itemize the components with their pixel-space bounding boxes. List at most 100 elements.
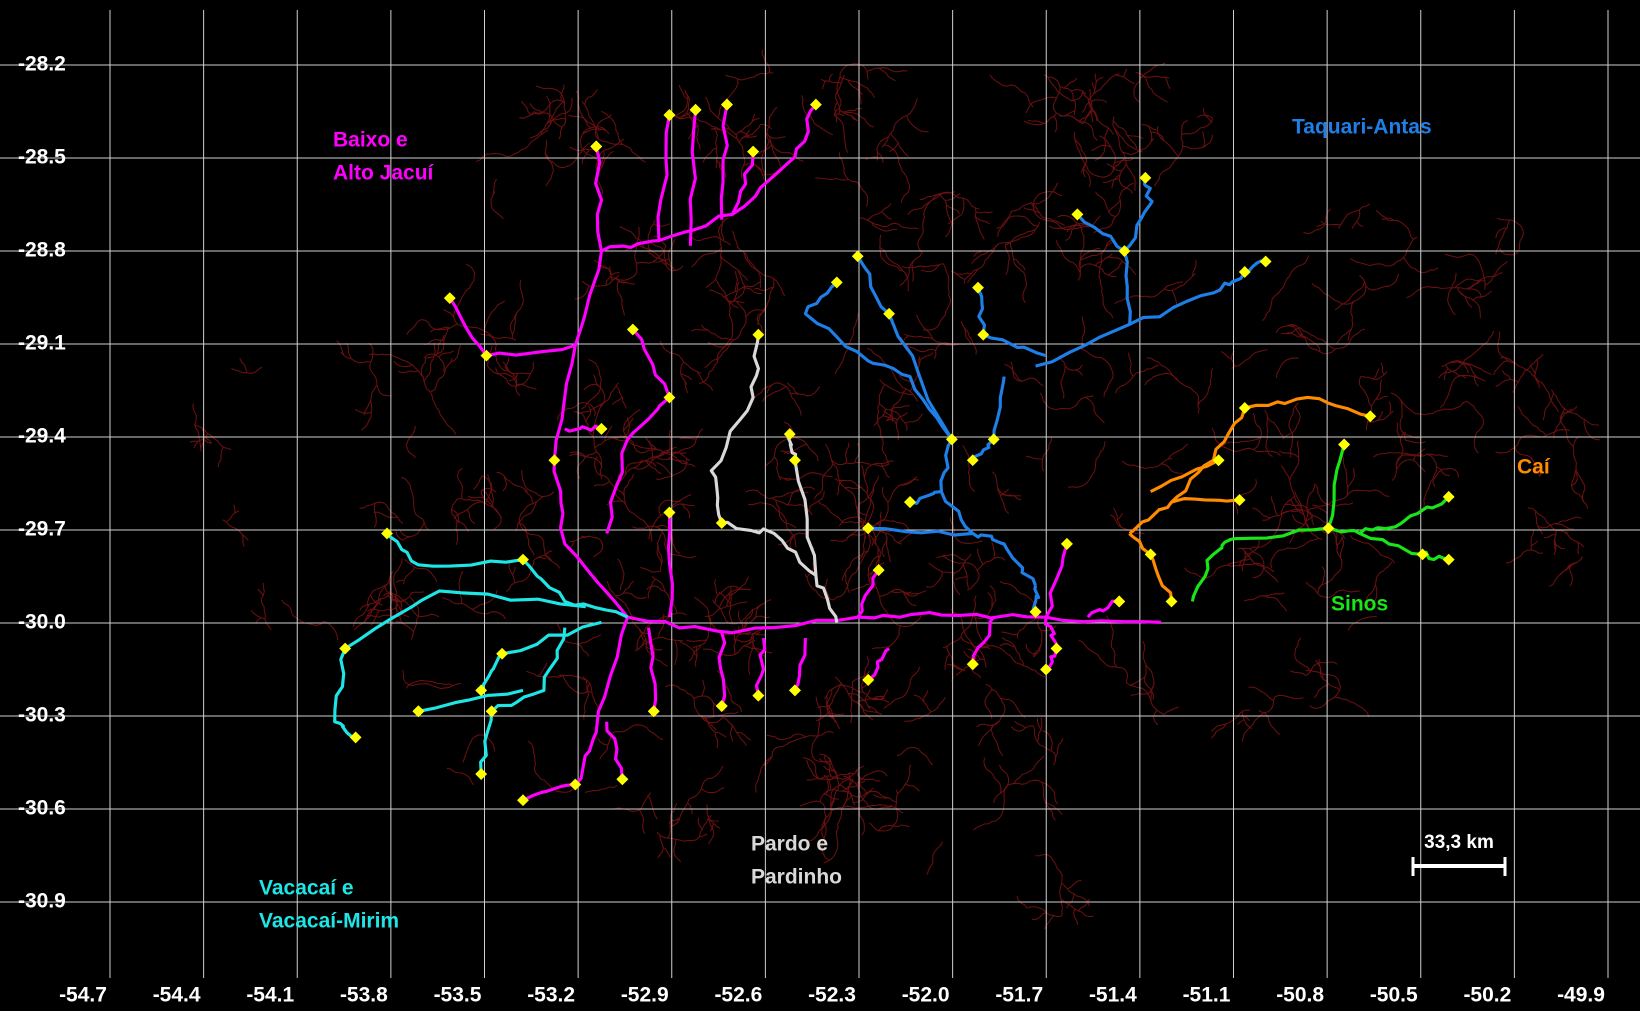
tributary — [819, 789, 848, 802]
tributary — [345, 342, 352, 359]
tributary — [984, 221, 1041, 261]
tributary — [714, 585, 744, 604]
tributary — [1244, 595, 1288, 612]
tributary — [619, 434, 687, 465]
tributary — [623, 417, 634, 432]
tributary — [902, 590, 917, 606]
tributary — [1107, 260, 1124, 276]
tributary — [876, 383, 890, 464]
tributary — [701, 711, 739, 719]
tributary — [395, 530, 403, 541]
tributary — [848, 692, 871, 710]
tributary — [233, 504, 236, 513]
tributary — [1447, 272, 1457, 316]
tributary — [1087, 97, 1098, 121]
tributary — [1091, 109, 1094, 123]
tributary — [1484, 260, 1508, 286]
gauge-station — [485, 705, 498, 718]
tributary — [1454, 278, 1486, 289]
tributary — [1103, 127, 1109, 153]
tributary — [1127, 352, 1134, 377]
x-tick-label: -52.9 — [621, 984, 669, 1007]
tributary — [373, 503, 377, 528]
gauge-station — [616, 773, 629, 786]
tributary — [766, 106, 804, 162]
x-tick-label: -49.9 — [1557, 984, 1605, 1007]
tributary — [1571, 471, 1578, 487]
tributary — [622, 408, 641, 439]
tributary — [487, 365, 518, 389]
tributary — [1014, 721, 1026, 729]
tributary — [1542, 393, 1555, 421]
gauge-station — [443, 292, 456, 305]
tributary — [583, 683, 591, 720]
tributary — [1154, 119, 1188, 187]
tributary — [367, 583, 388, 607]
tributary — [834, 101, 838, 123]
tributary — [504, 365, 531, 375]
tributary — [1316, 223, 1325, 227]
tributary — [1304, 483, 1316, 523]
tributary — [1022, 271, 1028, 304]
tributary — [600, 264, 613, 281]
tributary — [806, 765, 864, 781]
tributary — [1289, 440, 1300, 481]
tributary — [639, 809, 646, 834]
tributary — [1527, 507, 1569, 534]
tributary — [696, 371, 714, 391]
tributary — [973, 764, 1010, 831]
tributary — [411, 591, 424, 594]
tributary — [701, 787, 725, 794]
tributary — [1292, 405, 1301, 433]
tributary — [1282, 431, 1294, 440]
tributary — [874, 519, 911, 532]
tributary — [1045, 801, 1063, 815]
gauge-station — [945, 433, 958, 446]
tributary — [359, 571, 394, 611]
tributary — [972, 600, 997, 620]
tributary — [1336, 328, 1352, 344]
tributary — [821, 80, 826, 90]
tributary — [658, 446, 677, 457]
tributary — [964, 328, 972, 344]
tributary — [1035, 853, 1063, 916]
tributary — [721, 220, 725, 241]
tributary — [665, 684, 724, 724]
tributary — [1280, 465, 1323, 540]
tributary — [260, 583, 265, 600]
tributary — [490, 191, 504, 220]
tributary — [1312, 489, 1390, 507]
tributary — [582, 128, 603, 135]
tributary — [1264, 409, 1273, 458]
gauge-station — [412, 705, 425, 718]
tributary — [495, 361, 534, 387]
tributary — [569, 541, 575, 549]
tributary — [405, 679, 421, 689]
tributary — [1275, 357, 1299, 378]
tributary — [823, 793, 840, 800]
tributary — [592, 374, 606, 408]
gauge-station — [1364, 410, 1377, 423]
tributary — [518, 491, 555, 539]
tributary — [393, 360, 413, 368]
gauge-station — [548, 454, 561, 467]
tributary — [450, 344, 462, 363]
tributary — [1495, 219, 1511, 255]
tributary — [688, 236, 732, 246]
gauge-station — [966, 454, 979, 467]
tributary — [1184, 558, 1252, 579]
tributary — [617, 558, 625, 591]
tributary — [640, 566, 661, 573]
tributary — [1267, 417, 1284, 437]
tributary — [944, 653, 950, 670]
gauge-station — [883, 307, 896, 320]
tributary — [1093, 182, 1134, 234]
tributary — [867, 347, 919, 402]
tributary — [666, 109, 728, 132]
tributary — [430, 357, 453, 393]
x-tick-label: -52.6 — [714, 984, 762, 1007]
tributary — [1426, 453, 1437, 487]
tributary — [734, 271, 738, 292]
tributary — [974, 646, 991, 650]
tributary — [976, 556, 1006, 571]
